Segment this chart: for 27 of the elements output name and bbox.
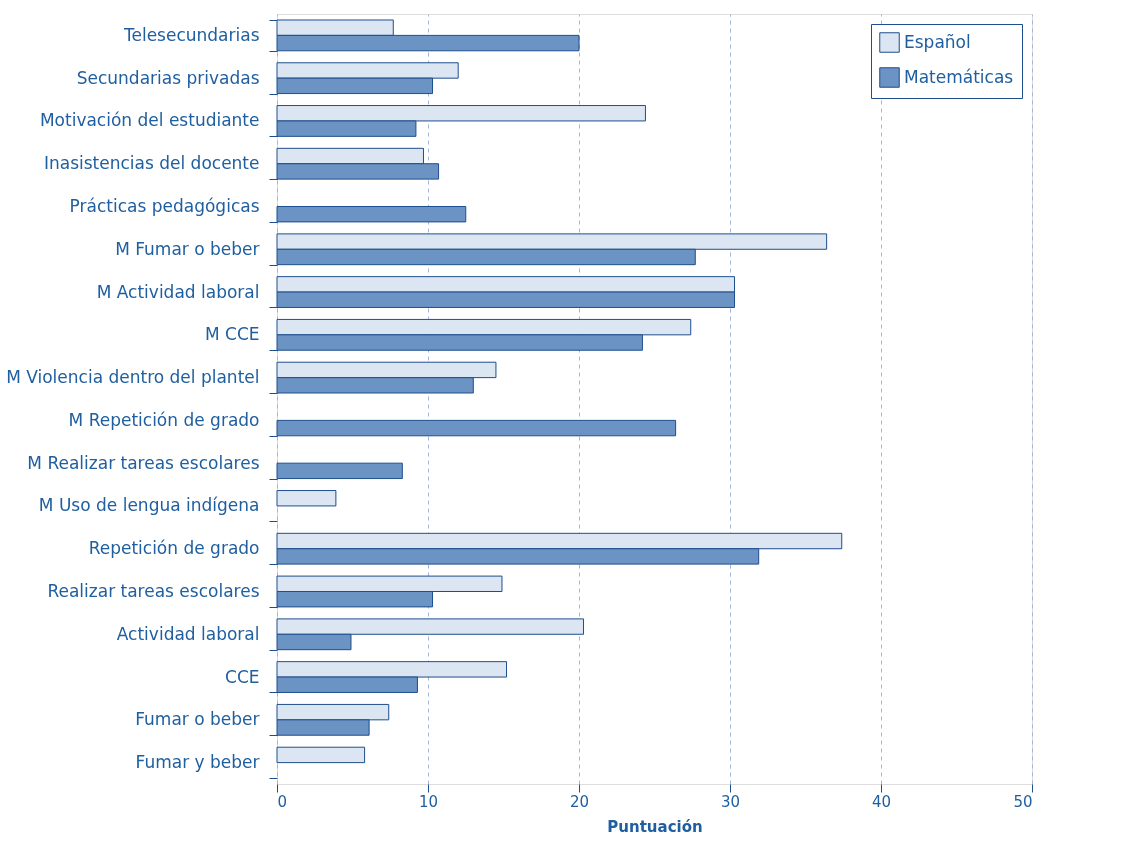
y-tick-label: CCE xyxy=(225,666,260,687)
x-axis-title: Puntuación xyxy=(607,817,703,836)
x-tick-label: 40 xyxy=(871,792,892,811)
y-tick-label: Motivación del estudiante xyxy=(39,110,260,131)
y-tick-label: M Realizar tareas escolares xyxy=(27,452,260,473)
x-tick-label: 20 xyxy=(569,792,590,811)
x-tick-label: 0 xyxy=(277,792,288,811)
y-tick-label: M Violencia dentro del plantel xyxy=(6,367,260,388)
x-tick-label: 10 xyxy=(418,792,439,811)
y-tick-label: Fumar o beber xyxy=(135,709,260,730)
legend-label: Matemáticas xyxy=(904,66,1014,87)
y-tick-label: Prácticas pedagógicas xyxy=(69,196,260,216)
y-tick-label: Fumar y beber xyxy=(135,752,260,773)
y-tick-label: M Actividad laboral xyxy=(96,281,260,302)
y-tick-label: Inasistencias del docente xyxy=(43,153,260,174)
y-tick-label: M Uso de lengua indígena xyxy=(38,495,260,516)
y-tick-label: Realizar tareas escolares xyxy=(47,581,260,601)
x-tick-label: 30 xyxy=(720,792,741,811)
legend-label: Español xyxy=(904,31,971,52)
y-tick-label: M Repetición de grado xyxy=(68,409,260,430)
y-tick-label: M CCE xyxy=(204,324,260,345)
y-tick-label: Telesecundarias xyxy=(122,24,260,45)
y-tick-label: Actividad laboral xyxy=(116,623,260,644)
y-tick-label: Repetición de grado xyxy=(88,538,260,559)
y-tick-label: M Fumar o beber xyxy=(115,238,260,259)
y-tick-label: Secundarias privadas xyxy=(76,67,260,88)
x-tick-label: 50 xyxy=(1013,792,1033,811)
